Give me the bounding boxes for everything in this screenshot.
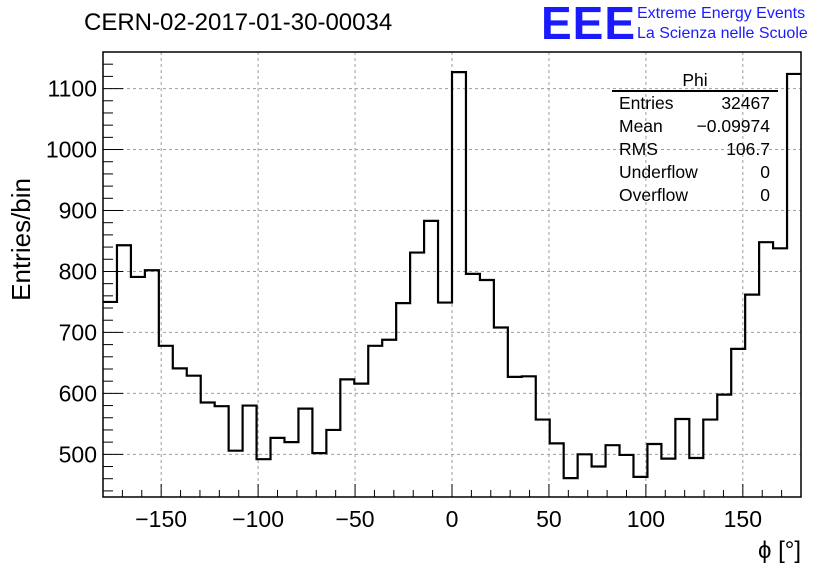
- stats-value: 106.7: [726, 139, 770, 159]
- stats-label: Mean: [619, 116, 663, 136]
- stats-value: 0: [760, 185, 770, 205]
- eee-logo: EEE: [541, 0, 637, 49]
- stats-row-rms: RMS 106.7: [612, 138, 778, 161]
- x-axis-title: ϕ [°]: [758, 537, 801, 564]
- y-tick-label: 600: [59, 380, 97, 406]
- x-tick-label: −100: [232, 506, 284, 532]
- y-tick-label: 500: [59, 441, 97, 467]
- y-tick-label: 1100: [48, 76, 97, 102]
- stats-label: Overflow: [619, 185, 689, 205]
- x-tick-label: −150: [135, 506, 187, 532]
- stats-value: −0.09974: [696, 116, 770, 136]
- run-title: CERN-02-2017-01-30-00034: [84, 9, 393, 36]
- stats-label: Entries: [619, 93, 674, 113]
- stats-box: Phi Entries 32467 Mean −0.09974 RMS 106.…: [612, 70, 778, 207]
- x-tick-label: 50: [536, 506, 562, 532]
- stats-title: Phi: [612, 70, 778, 92]
- y-tick-label: 800: [59, 258, 97, 284]
- stats-row-underflow: Underflow 0: [612, 161, 778, 184]
- stats-label: Underflow: [619, 162, 698, 182]
- x-tick-label: 150: [724, 506, 762, 532]
- stats-row-overflow: Overflow 0: [612, 184, 778, 207]
- stats-value: 0: [760, 162, 770, 182]
- y-tick-label: 700: [59, 319, 97, 345]
- x-tick-label: 0: [446, 506, 459, 532]
- stats-row-mean: Mean −0.09974: [612, 115, 778, 138]
- x-tick-label: 100: [627, 506, 665, 532]
- histogram-line: [103, 71, 801, 480]
- y-tick-label: 900: [59, 197, 97, 223]
- logo-subtitle-1: Extreme Energy Events: [637, 5, 806, 22]
- logo-subtitle-2: La Scienza nelle Scuole: [637, 25, 808, 42]
- stats-row-entries: Entries 32467: [612, 92, 778, 115]
- x-tick-label: −50: [336, 506, 375, 532]
- stats-value: 32467: [721, 93, 770, 113]
- y-axis-title: Entries/bin: [6, 178, 36, 301]
- stats-label: RMS: [619, 139, 658, 159]
- y-tick-label: 1000: [46, 137, 97, 163]
